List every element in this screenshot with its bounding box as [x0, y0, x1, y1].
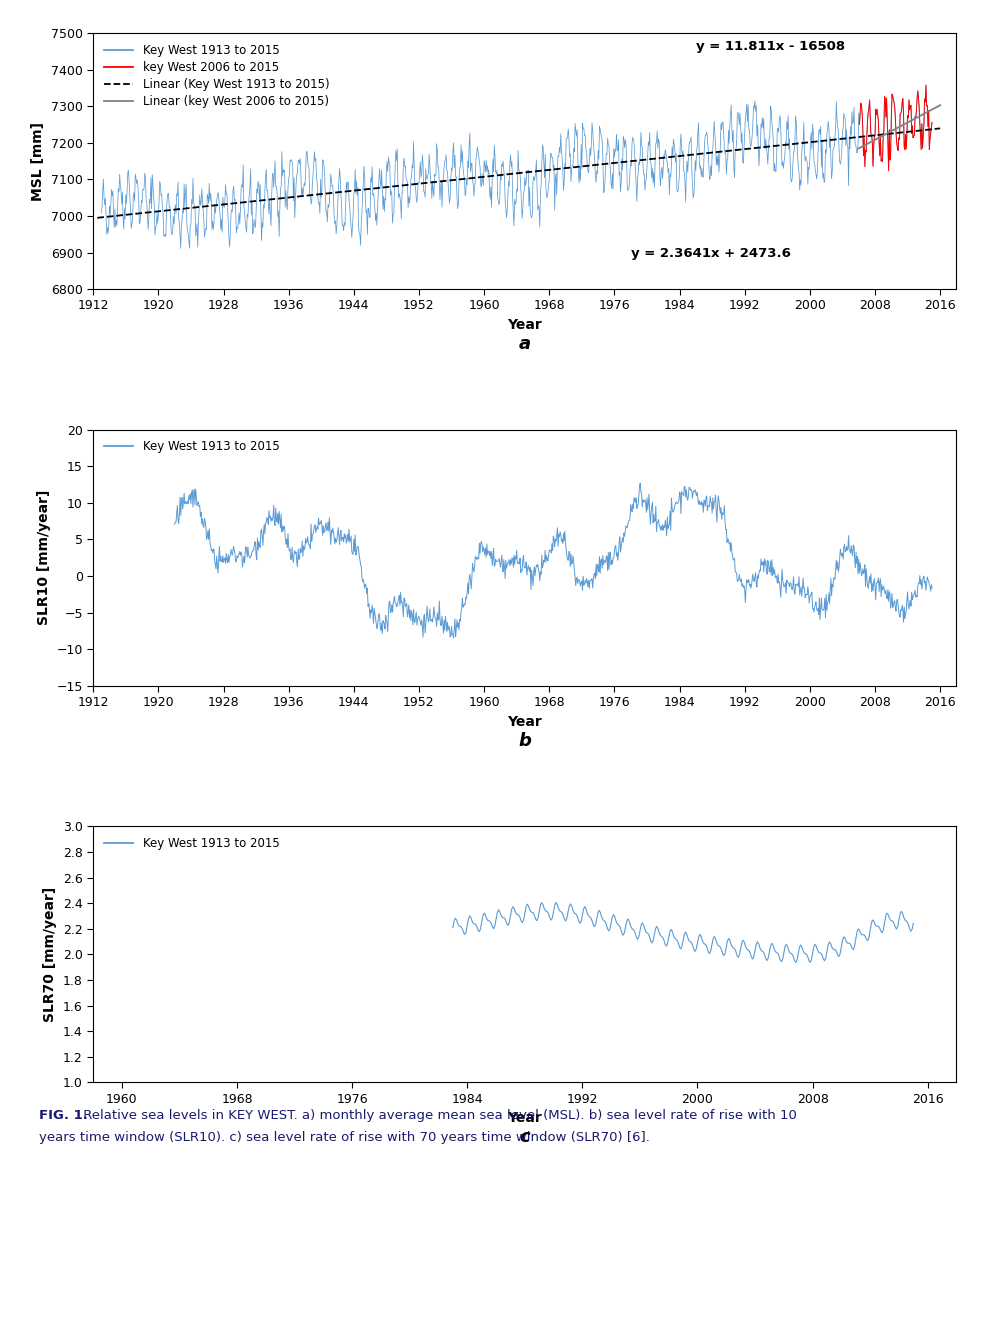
Text: y = 2.3641x + 2473.6: y = 2.3641x + 2473.6 [631, 247, 791, 260]
Text: Relative sea levels in KEY WEST. a) monthly average mean sea level (MSL). b) sea: Relative sea levels in KEY WEST. a) mont… [79, 1109, 797, 1122]
Y-axis label: SLR70 [mm/year]: SLR70 [mm/year] [43, 887, 57, 1023]
Y-axis label: SLR10 [mm/year]: SLR10 [mm/year] [37, 490, 51, 625]
X-axis label: Year: Year [507, 317, 542, 332]
Legend: Key West 1913 to 2015, key West 2006 to 2015, Linear (Key West 1913 to 2015), Li: Key West 1913 to 2015, key West 2006 to … [99, 39, 335, 113]
Text: b: b [518, 732, 532, 750]
Text: c: c [520, 1129, 530, 1146]
Text: FIG. 1.: FIG. 1. [39, 1109, 88, 1122]
Y-axis label: MSL [mm]: MSL [mm] [31, 122, 45, 201]
X-axis label: Year: Year [507, 714, 542, 729]
Text: years time window (SLR10). c) sea level rate of rise with 70 years time window (: years time window (SLR10). c) sea level … [39, 1131, 650, 1145]
X-axis label: Year: Year [507, 1112, 542, 1125]
Legend: Key West 1913 to 2015: Key West 1913 to 2015 [99, 833, 284, 855]
Legend: Key West 1913 to 2015: Key West 1913 to 2015 [99, 436, 284, 458]
Text: a: a [519, 335, 531, 353]
Text: y = 11.811x - 16508: y = 11.811x - 16508 [696, 40, 845, 53]
